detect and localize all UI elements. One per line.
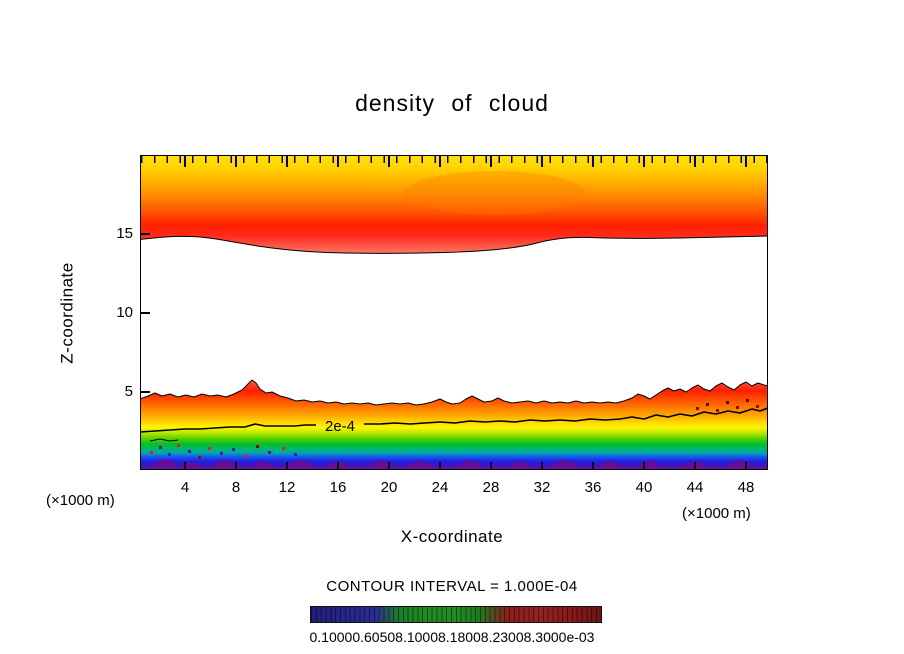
y-axis-tickmark-15 <box>141 233 150 235</box>
x-tick-label: 8 <box>231 479 241 496</box>
colorbar-tick-labels: 0.10000.60508.10008.18008.23008.3000e-03 <box>309 629 595 645</box>
lower-band-top-contour <box>140 379 768 406</box>
x-tick-label: 16 <box>329 479 347 496</box>
bottom-axis-major-ticks <box>184 462 754 470</box>
labeled-contour-2e-4: 2e-4 <box>140 407 768 435</box>
x-tick-label: 20 <box>380 479 398 496</box>
colorbar <box>310 606 602 623</box>
noise-specks <box>150 399 759 459</box>
y-tick-label: 10 <box>116 304 133 321</box>
y-tick-label: 15 <box>116 225 133 242</box>
x-tick-label: 24 <box>431 479 449 496</box>
x-tick-label: 44 <box>686 479 704 496</box>
contour-fragment <box>149 438 179 442</box>
plot-area: 2e-4 <box>140 155 768 470</box>
x-tick-label: 36 <box>584 479 602 496</box>
contour-label: 2e-4 <box>325 418 355 435</box>
upper-band-base-contour <box>140 235 768 254</box>
y-axis-label: Z-coordinate <box>58 261 77 364</box>
y-axis-tickmark-10 <box>141 312 150 314</box>
y-tick-label: 5 <box>124 383 133 400</box>
x-tick-label: 28 <box>482 479 500 496</box>
x-tick-label: 48 <box>737 479 755 496</box>
x-tick-label: 4 <box>180 479 190 496</box>
lower-cloud-band: 2e-4 <box>140 379 768 470</box>
contour-interval-text: CONTOUR INTERVAL = 1.000E-04 <box>326 578 578 595</box>
x-axis-label: X-coordinate <box>400 527 504 546</box>
x-tick-label: 32 <box>533 479 551 496</box>
y-axis-tickmark-5 <box>141 391 150 393</box>
upper-cloud-band <box>140 155 768 254</box>
top-axis-major-ticks <box>184 156 754 167</box>
right-axis-unit: (×1000 m) <box>682 505 751 522</box>
plot-title: density of cloud <box>355 90 549 116</box>
x-tick-label: 40 <box>635 479 653 496</box>
left-axis-unit: (×1000 m) <box>46 492 115 509</box>
orange-shading-blob <box>405 171 585 215</box>
x-tick-label: 12 <box>278 479 296 496</box>
